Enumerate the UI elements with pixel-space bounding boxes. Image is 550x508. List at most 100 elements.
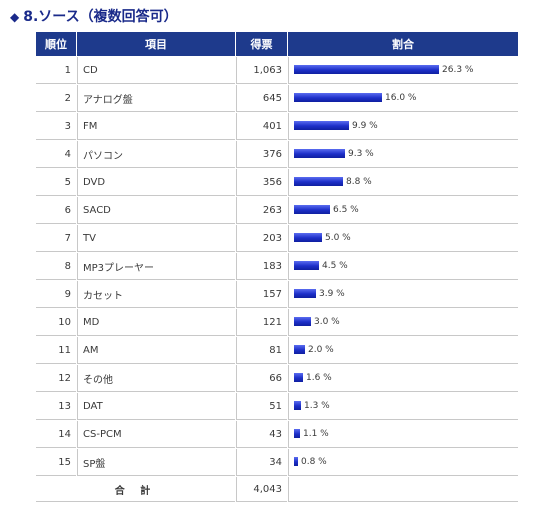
ratio-bar (294, 289, 316, 298)
ratio-bar (294, 233, 322, 242)
page-title: ◆ 8.ソース（複数回答可） (10, 6, 178, 26)
header-row: 順位 項目 得票 割合 (36, 32, 518, 56)
row-rank: 14 (36, 421, 76, 448)
row-votes: 81 (236, 337, 287, 364)
row-votes: 376 (236, 141, 287, 168)
total-ratio-empty (288, 477, 518, 502)
row-votes: 43 (236, 421, 287, 448)
row-ratio: 9.3 % (288, 141, 518, 168)
row-votes: 1,063 (236, 57, 287, 84)
row-rank: 3 (36, 113, 76, 140)
ratio-label: 0.8 % (301, 456, 327, 467)
row-ratio: 3.9 % (288, 281, 518, 308)
ratio-label: 9.9 % (352, 120, 378, 131)
row-rank: 12 (36, 365, 76, 392)
row-votes: 157 (236, 281, 287, 308)
table-row: 14 CS-PCM 43 1.1 % (36, 421, 518, 448)
row-ratio: 1.1 % (288, 421, 518, 448)
row-ratio: 0.8 % (288, 449, 518, 476)
ratio-label: 9.3 % (348, 148, 374, 159)
row-votes: 66 (236, 365, 287, 392)
row-item: MP3プレーヤー (77, 253, 235, 280)
row-rank: 15 (36, 449, 76, 476)
row-item: カセット (77, 281, 235, 308)
row-votes: 183 (236, 253, 287, 280)
page-title-text: 8.ソース（複数回答可） (23, 9, 178, 25)
row-ratio: 2.0 % (288, 337, 518, 364)
row-rank: 9 (36, 281, 76, 308)
table-row: 8 MP3プレーヤー 183 4.5 % (36, 253, 518, 280)
table-row: 3 FM 401 9.9 % (36, 113, 518, 140)
row-rank: 4 (36, 141, 76, 168)
ratio-bar (294, 149, 345, 158)
row-ratio: 6.5 % (288, 197, 518, 224)
total-row: 合 計 4,043 (36, 477, 518, 502)
row-ratio: 1.6 % (288, 365, 518, 392)
ratio-label: 3.9 % (319, 288, 345, 299)
row-item: CD (77, 57, 235, 84)
table-row: 13 DAT 51 1.3 % (36, 393, 518, 420)
row-ratio: 26.3 % (288, 57, 518, 84)
ratio-bar (294, 121, 349, 130)
row-item: SP盤 (77, 449, 235, 476)
ratio-bar (294, 205, 330, 214)
row-ratio: 8.8 % (288, 169, 518, 196)
row-rank: 8 (36, 253, 76, 280)
header-ratio: 割合 (288, 32, 518, 56)
ratio-label: 16.0 % (385, 92, 417, 103)
row-item: パソコン (77, 141, 235, 168)
table-row: 5 DVD 356 8.8 % (36, 169, 518, 196)
row-votes: 51 (236, 393, 287, 420)
row-rank: 11 (36, 337, 76, 364)
table-row: 7 TV 203 5.0 % (36, 225, 518, 252)
rows-body: 1 CD 1,063 26.3 % 2 アナログ盤 645 16.0 % 3 FM 401 9.9 %… (36, 57, 518, 476)
ratio-bar (294, 65, 439, 74)
table-row: 4 パソコン 376 9.3 % (36, 141, 518, 168)
table-row: 9 カセット 157 3.9 % (36, 281, 518, 308)
row-ratio: 9.9 % (288, 113, 518, 140)
row-rank: 5 (36, 169, 76, 196)
ratio-label: 1.1 % (303, 428, 329, 439)
ratio-label: 5.0 % (325, 232, 351, 243)
row-votes: 121 (236, 309, 287, 336)
row-rank: 7 (36, 225, 76, 252)
ratio-bar (294, 345, 305, 354)
ratio-bar (294, 177, 343, 186)
table-row: 2 アナログ盤 645 16.0 % (36, 85, 518, 112)
header-rank: 順位 (36, 32, 76, 56)
ratio-label: 8.8 % (346, 176, 372, 187)
ratio-bar (294, 373, 303, 382)
diamond-icon: ◆ (10, 10, 20, 24)
table-row: 12 その他 66 1.6 % (36, 365, 518, 392)
table-row: 10 MD 121 3.0 % (36, 309, 518, 336)
row-item: CS-PCM (77, 421, 235, 448)
row-ratio: 3.0 % (288, 309, 518, 336)
ratio-bar (294, 93, 382, 102)
row-votes: 401 (236, 113, 287, 140)
row-ratio: 4.5 % (288, 253, 518, 280)
row-item: SACD (77, 197, 235, 224)
header-item: 項目 (77, 32, 235, 56)
ratio-label: 2.0 % (308, 344, 334, 355)
ratio-bar (294, 401, 301, 410)
results-table: 順位 項目 得票 割合 1 CD 1,063 26.3 % 2 アナログ盤 645 16.0 … (35, 31, 519, 503)
row-item: FM (77, 113, 235, 140)
ratio-label: 26.3 % (442, 64, 474, 75)
row-item: DAT (77, 393, 235, 420)
ratio-bar (294, 317, 311, 326)
ratio-label: 1.3 % (304, 400, 330, 411)
row-rank: 6 (36, 197, 76, 224)
row-rank: 2 (36, 85, 76, 112)
row-rank: 13 (36, 393, 76, 420)
row-item: AM (77, 337, 235, 364)
row-votes: 34 (236, 449, 287, 476)
ratio-label: 1.6 % (306, 372, 332, 383)
row-votes: 356 (236, 169, 287, 196)
row-item: MD (77, 309, 235, 336)
table-row: 1 CD 1,063 26.3 % (36, 57, 518, 84)
header-votes: 得票 (236, 32, 287, 56)
ratio-bar (294, 457, 298, 466)
ratio-label: 4.5 % (322, 260, 348, 271)
row-ratio: 1.3 % (288, 393, 518, 420)
ratio-bar (294, 429, 300, 438)
